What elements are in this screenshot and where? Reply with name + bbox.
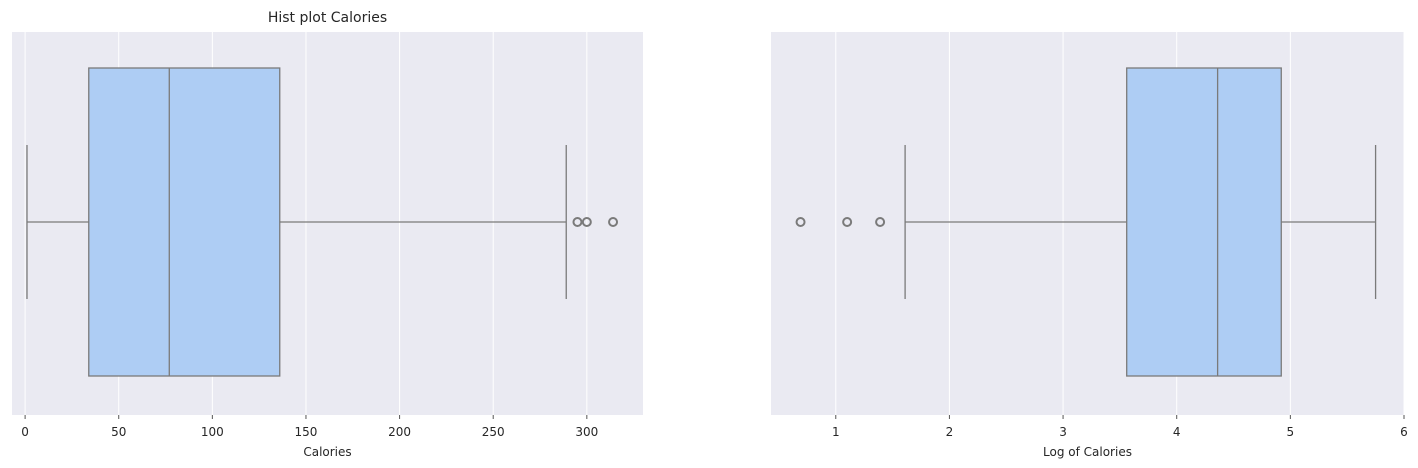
x-tick-label: 100	[201, 425, 224, 439]
x-tick-label: 3	[1059, 425, 1067, 439]
x-tick-label: 50	[111, 425, 126, 439]
x-tick-label: 250	[482, 425, 505, 439]
outlier-point	[795, 217, 806, 227]
outlier-point	[842, 217, 853, 227]
iqr-box	[88, 67, 281, 377]
x-tick-label: 1	[832, 425, 840, 439]
chart-title: Hist plot Calories	[268, 10, 387, 26]
outlier-point	[572, 217, 583, 227]
x-tick-label: 200	[388, 425, 411, 439]
outlier-point	[875, 217, 886, 227]
x-axis-label: Log of Calories	[1043, 445, 1132, 459]
x-tick-label: 150	[295, 425, 318, 439]
x-tick-label: 300	[575, 425, 598, 439]
boxplot-calories-panel: Hist plot Calories Calories 0 50 100 150 200…	[12, 10, 643, 459]
plot-area	[771, 32, 1404, 415]
x-tick-label: 2	[946, 425, 954, 439]
x-tick-label: 5	[1287, 425, 1295, 439]
boxplot-log-calories-panel: Log of Calories 1 2 3 4 5 6	[771, 32, 1408, 459]
outlier-point	[581, 217, 592, 227]
x-tick-label: 4	[1173, 425, 1181, 439]
outlier-point	[608, 217, 619, 227]
iqr-box	[1126, 67, 1282, 377]
x-axis-label: Calories	[303, 445, 351, 459]
x-tick-label: 0	[21, 425, 29, 439]
x-tick-label: 6	[1400, 425, 1408, 439]
